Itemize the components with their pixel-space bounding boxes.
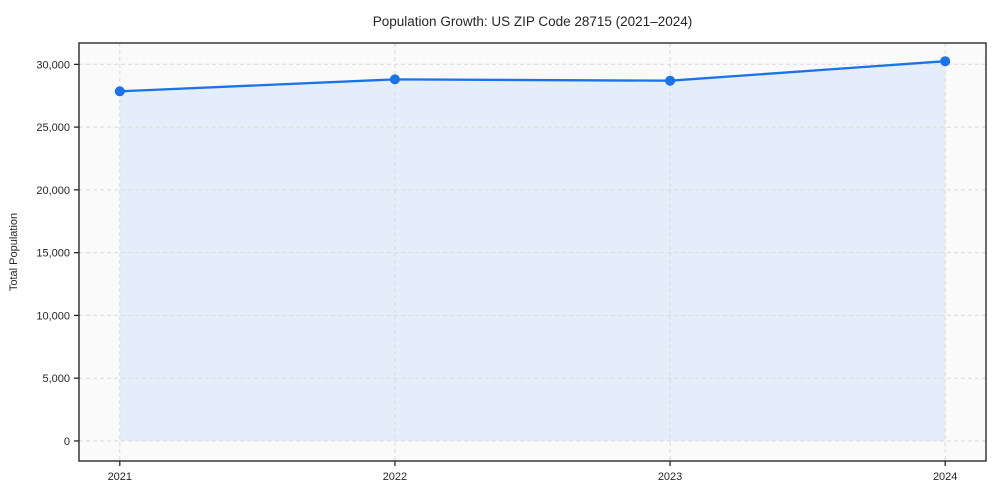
data-point-2022 [389,74,400,85]
x-tick-label: 2022 [383,471,407,483]
x-tick-label: 2024 [933,471,957,483]
plot-border [78,42,987,462]
trend-line [118,60,947,93]
y-tick-label: 5,000 [42,373,70,385]
data-point-2021 [114,86,125,97]
x-tick-label: 2021 [108,471,132,483]
y-tick-label: 20,000 [36,185,70,197]
data-point-2023 [665,75,676,86]
y-tick-label: 10,000 [36,310,70,322]
chart-title: Population Growth: US ZIP Code 28715 (20… [373,14,692,29]
data-point-2024 [940,56,951,67]
y-axis-label: Total Population [8,213,20,291]
y-tick-label: 30,000 [36,59,70,71]
y-tick-label: 0 [64,436,70,448]
area-fill [119,61,946,441]
y-tick-label: 25,000 [36,122,70,134]
y-tick-label: 15,000 [36,248,70,260]
x-tick-label: 2023 [658,471,682,483]
